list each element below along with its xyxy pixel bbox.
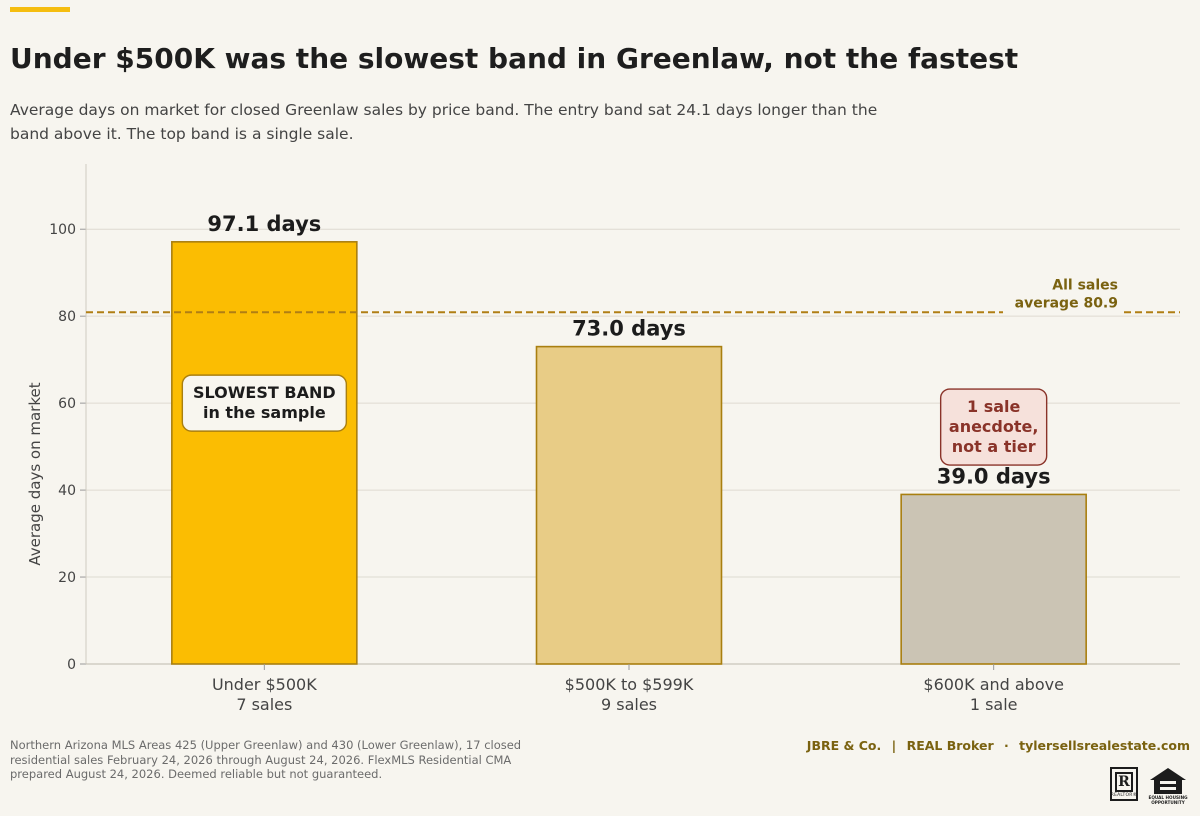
source-note: Northern Arizona MLS Areas 425 (Upper Gr… <box>10 738 522 781</box>
annotation-box <box>939 388 1048 466</box>
brand-line: JBRE & Co. | REAL Broker · tylersellsrea… <box>807 738 1190 753</box>
annotation-text: in the sample <box>203 403 326 422</box>
compliance-logos: R REALTOR® EQUAL HOUSING OPPORTUNITY <box>1110 767 1190 807</box>
eho-line-2: OPPORTUNITY <box>1151 800 1185 805</box>
x-tick-label: $500K to $599K <box>565 675 694 694</box>
y-tick-label: 40 <box>58 483 76 499</box>
chart-subtitle: Average days on market for closed Greenl… <box>10 101 878 143</box>
realtor-logo-icon: R REALTOR® <box>1110 767 1138 801</box>
brokerage-name: REAL Broker <box>906 738 994 753</box>
bar <box>900 493 1087 665</box>
equal-housing-icon: EQUAL HOUSING OPPORTUNITY <box>1146 767 1190 807</box>
annotation-box <box>181 374 348 432</box>
accent-bar <box>10 7 70 12</box>
bar <box>171 241 358 665</box>
website-link[interactable]: tylersellsrealestate.com <box>1019 738 1190 753</box>
annotation-text: not a tier <box>952 437 1036 456</box>
brand-separator: | <box>891 738 897 753</box>
brand-dot: · <box>1003 738 1009 753</box>
brand-name: JBRE & Co. <box>806 738 882 753</box>
x-tick-count: 7 sales <box>236 695 292 714</box>
y-tick-label: 60 <box>58 396 76 412</box>
x-tick-count: 9 sales <box>601 695 657 714</box>
house-icon <box>1150 768 1186 794</box>
reference-line-label: All sales <box>1052 277 1118 293</box>
y-tick-label: 20 <box>58 570 76 586</box>
x-tick-count: 1 sale <box>970 695 1018 714</box>
y-axis-label: Average days on market <box>26 382 44 565</box>
y-tick-label: 80 <box>58 309 76 325</box>
x-tick-label: Under $500K <box>212 675 317 694</box>
y-tick-label: 100 <box>49 222 76 238</box>
bar <box>535 345 723 665</box>
bar-value-label: 39.0 days <box>937 464 1051 488</box>
annotation-text: anecdote, <box>949 417 1039 436</box>
realtor-word: REALTOR® <box>1110 793 1138 798</box>
bar-value-label: 97.1 days <box>207 212 321 236</box>
bar-value-label: 73.0 days <box>572 317 686 341</box>
annotation-text: SLOWEST BAND <box>193 383 336 402</box>
x-tick-label: $600K and above <box>923 675 1064 694</box>
chart-title: Under $500K was the slowest band in Gree… <box>10 42 1019 75</box>
annotation-text: 1 sale <box>967 397 1021 416</box>
y-tick-label: 0 <box>67 657 76 673</box>
reference-line-label: average 80.9 <box>1015 295 1118 311</box>
realtor-letter: R <box>1115 772 1133 792</box>
eho-line-1: EQUAL HOUSING <box>1148 795 1188 800</box>
